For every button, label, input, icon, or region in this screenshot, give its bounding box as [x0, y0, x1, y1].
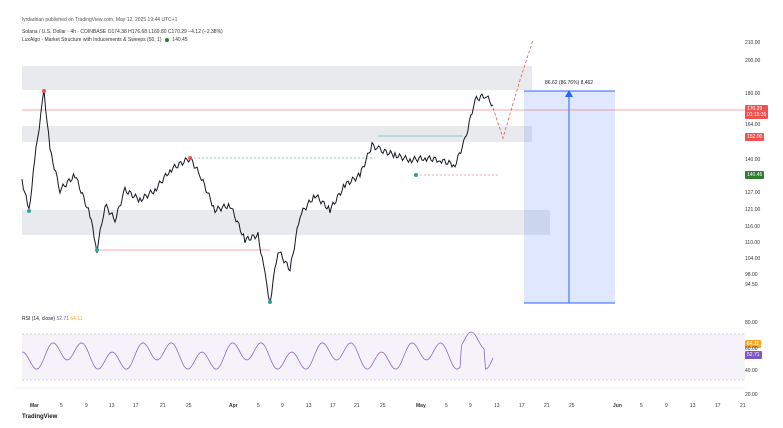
time-tick: Apr [229, 403, 238, 409]
support-badge: 140.45 [745, 171, 765, 179]
time-tick: 13 [306, 403, 312, 409]
price-tick: 140.00 [745, 157, 761, 163]
time-tick: 17 [519, 403, 525, 409]
price-tick: 94.50 [745, 282, 758, 288]
price-tick: 110.00 [745, 240, 760, 246]
supply-zone-top [22, 66, 532, 90]
demand-zone [22, 210, 550, 235]
symbol-legend[interactable]: Solana / U.S. Dollar · 4h · COINBASE O17… [22, 29, 223, 35]
time-tick: 21 [354, 403, 360, 409]
price-tick: 210.00 [745, 40, 761, 46]
price-tick: 164.00 [745, 122, 761, 128]
time-tick: May [416, 403, 426, 409]
time-tick: 13 [494, 403, 500, 409]
time-tick: 17 [715, 403, 721, 409]
rsi-series [21, 331, 494, 370]
time-tick: Mar [30, 403, 39, 409]
price-tick: 98.00 [745, 272, 758, 278]
time-tick: 9 [665, 403, 668, 409]
time-tick: 25 [569, 403, 575, 409]
time-tick: Jun [613, 403, 622, 409]
time-tick: 9 [469, 403, 472, 409]
rsi-badge: 52.71 [745, 351, 762, 359]
price-tick: 121.00 [745, 207, 761, 213]
time-tick: 5 [60, 403, 63, 409]
time-tick: 13 [690, 403, 696, 409]
rsi-ma-value: 64.11 [70, 316, 83, 322]
rsi-tick: 40.00 [745, 368, 758, 374]
time-tick: 5 [640, 403, 643, 409]
indicator-dot-icon [164, 37, 169, 42]
projection-path [492, 39, 534, 140]
price-tick: 116.00 [745, 224, 760, 230]
publisher-line: lyrdadrian published on TradingView.com,… [22, 17, 178, 23]
resistance-badge: 152.00 [745, 133, 765, 141]
time-tick: 25 [380, 403, 386, 409]
supply-zone-mid [22, 126, 532, 142]
rsi-band [22, 334, 745, 380]
price-tick: 180.00 [745, 91, 761, 97]
time-tick: 13 [109, 403, 115, 409]
measure-arrow-icon [565, 90, 573, 97]
tradingview-logo: TradingView [22, 414, 58, 420]
rsi-value: 52.71 [56, 316, 69, 322]
indicator-value: 140.45 [172, 37, 188, 43]
time-tick: 5 [445, 403, 448, 409]
time-tick: 21 [740, 403, 746, 409]
measure-label: 86.62 (86.76%) 8,462 [545, 80, 594, 86]
rsi-ma-badge: 64.11 [745, 340, 762, 348]
rsi-tick: 20.00 [745, 392, 758, 398]
current-price-badge: 170.29 01:15:35 [745, 105, 769, 119]
price-tick: 104.00 [745, 256, 761, 262]
price-series [21, 89, 494, 304]
time-tick: 17 [330, 403, 336, 409]
indicator-legend[interactable]: LuxAlgo - Market Structure with Induceme… [22, 37, 188, 43]
price-tick: 127.00 [745, 190, 761, 196]
time-tick: 25 [186, 403, 192, 409]
time-tick: 9 [85, 403, 88, 409]
rsi-mid-label: 60.00 [745, 346, 758, 352]
rsi-tick: 80.00 [745, 320, 758, 326]
time-tick: 21 [160, 403, 166, 409]
rsi-label: RSI (14, close) [22, 316, 56, 322]
time-tick: 9 [281, 403, 284, 409]
time-tick: 21 [544, 403, 550, 409]
time-tick: 5 [257, 403, 260, 409]
rsi-legend[interactable]: RSI (14, close) 52.71 64.11 [22, 316, 83, 322]
indicator-name: LuxAlgo - Market Structure with Induceme… [22, 37, 162, 43]
price-tick: 200.00 [745, 58, 761, 64]
time-tick: 17 [133, 403, 139, 409]
